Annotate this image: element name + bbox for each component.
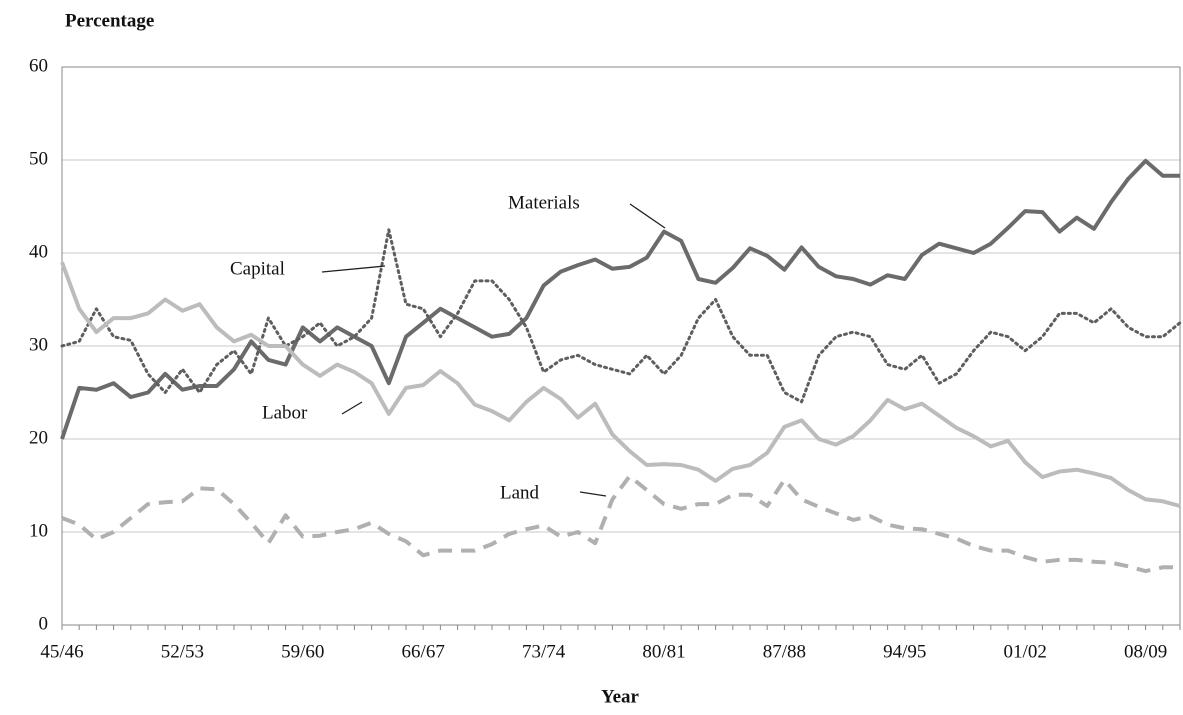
series-annotation: Labor — [262, 402, 308, 423]
annotation-bg — [258, 401, 312, 427]
x-tick-label: 73/74 — [522, 641, 566, 662]
y-tick-label: 30 — [29, 334, 48, 355]
y-tick-label: 0 — [39, 613, 49, 634]
series-line — [60, 261, 1181, 508]
annotation-bg — [496, 481, 544, 507]
x-axis-label: Year — [601, 686, 640, 707]
y-axis-label: Percentage — [65, 10, 154, 31]
series-annotation: Materials — [508, 192, 580, 213]
series-annotation: Capital — [230, 258, 285, 279]
x-tick-label: 87/88 — [763, 641, 806, 662]
y-tick-label: 20 — [29, 427, 48, 448]
y-tick-label: 40 — [29, 241, 48, 262]
series-annotation: Land — [500, 482, 540, 503]
x-tick-label: 94/95 — [883, 641, 926, 662]
annotation-leader — [579, 491, 607, 497]
x-tick-label: 52/53 — [161, 641, 204, 662]
x-tick-label: 59/60 — [281, 641, 324, 662]
series-line — [60, 158, 1180, 440]
x-tick-label: 80/81 — [642, 641, 685, 662]
annotation-bg — [226, 257, 289, 283]
annotation-bg — [504, 191, 584, 217]
series-line — [61, 474, 1180, 574]
annotation-leader — [321, 265, 386, 273]
series-line — [60, 228, 1182, 404]
x-tick-label: 08/09 — [1124, 641, 1167, 662]
annotation-leader — [341, 401, 363, 415]
x-tick-label: 01/02 — [1004, 641, 1047, 662]
y-tick-label: 60 — [29, 55, 48, 76]
y-tick-label: 10 — [29, 520, 48, 541]
x-tick-label: 66/67 — [402, 641, 445, 662]
annotation-leader — [629, 203, 666, 229]
y-tick-label: 50 — [29, 148, 48, 169]
x-tick-label: 45/46 — [40, 641, 83, 662]
